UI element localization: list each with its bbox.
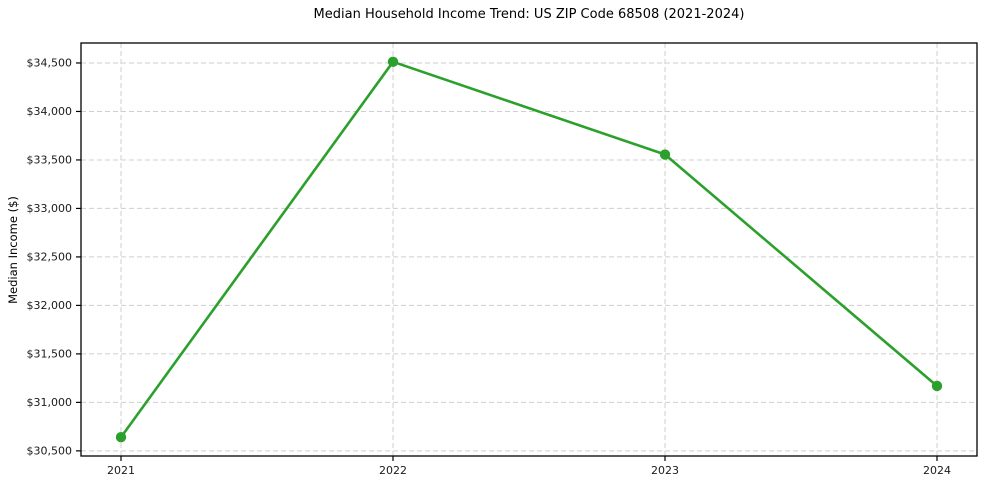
y-tick-label: $33,000 [27,202,73,215]
y-tick-label: $30,500 [27,444,73,457]
chart-title: Median Household Income Trend: US ZIP Co… [313,7,745,22]
y-tick-label: $34,000 [27,105,73,118]
y-tick-label: $31,500 [27,348,73,361]
data-point-marker-2023 [659,149,671,160]
data-point-marker-2021 [115,431,127,443]
x-tick-label: 2024 [923,464,951,477]
y-tick-label: $31,000 [27,396,73,409]
axes-frame [80,42,978,457]
y-tick-label: $32,500 [27,251,73,264]
data-point-marker-2022 [387,56,399,68]
x-tick-label: 2021 [107,464,135,477]
y-tick-label: $34,500 [27,57,73,70]
income-trend-line [119,60,939,439]
y-tick-label: $32,000 [27,299,73,312]
x-tick-label: 2023 [651,464,679,477]
y-tick-label: $33,500 [27,154,73,167]
data-point-marker-2024 [931,380,943,392]
x-tick-label: 2022 [379,464,407,477]
